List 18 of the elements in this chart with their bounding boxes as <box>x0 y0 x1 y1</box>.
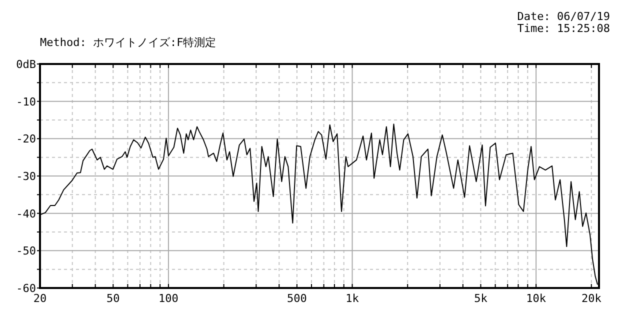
xtick: 50 <box>106 292 120 305</box>
xtick: 1k <box>346 292 359 305</box>
ytick: -60 <box>16 282 36 295</box>
xtick: 20k <box>581 292 602 305</box>
ytick: -20 <box>16 132 36 146</box>
ytick: -40 <box>16 207 36 220</box>
xtick: 10k <box>526 292 546 305</box>
xtick: 5k <box>474 292 488 305</box>
ytick: -30 <box>16 170 36 183</box>
subtitle: Method: ホワイトノイズ:F特測定 <box>40 36 216 49</box>
xtick: 500 <box>287 292 307 305</box>
ytick: 0dB <box>16 58 36 71</box>
annotation: Date: 06/07/19 <box>517 10 610 23</box>
annotation: Time: 15:25:08 <box>517 22 610 35</box>
xtick: 20 <box>33 292 47 305</box>
ytick: -50 <box>16 244 36 258</box>
xtick: 100 <box>158 292 178 305</box>
ytick: -10 <box>16 95 36 108</box>
